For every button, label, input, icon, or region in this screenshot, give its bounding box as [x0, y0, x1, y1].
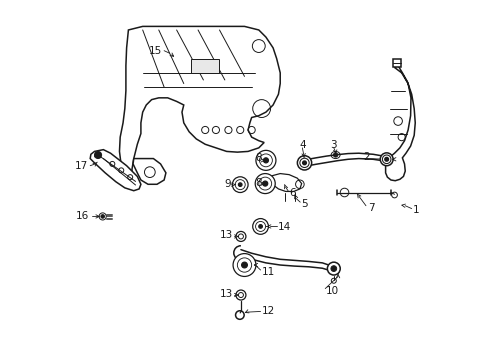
Text: 10: 10 — [325, 286, 338, 296]
Text: 12: 12 — [261, 306, 274, 316]
Circle shape — [326, 262, 340, 275]
Text: 8: 8 — [255, 153, 261, 163]
Text: 5: 5 — [301, 199, 307, 209]
Text: 3: 3 — [330, 140, 336, 150]
Circle shape — [255, 150, 275, 170]
Polygon shape — [269, 174, 301, 192]
Circle shape — [101, 215, 104, 218]
Text: 16: 16 — [76, 211, 89, 221]
Text: 15: 15 — [149, 46, 162, 56]
Text: 6: 6 — [288, 188, 295, 198]
Circle shape — [258, 225, 262, 228]
Circle shape — [99, 213, 106, 220]
Text: 13: 13 — [220, 289, 233, 299]
Text: 7: 7 — [367, 203, 374, 213]
Polygon shape — [90, 150, 141, 191]
Circle shape — [380, 153, 392, 166]
Polygon shape — [133, 158, 165, 184]
Circle shape — [233, 253, 255, 276]
Circle shape — [384, 157, 387, 161]
Text: 17: 17 — [75, 161, 88, 171]
Text: 9: 9 — [224, 179, 230, 189]
Circle shape — [241, 262, 247, 268]
Text: 2: 2 — [363, 152, 369, 162]
Text: 8: 8 — [255, 178, 261, 188]
Circle shape — [94, 152, 102, 158]
Circle shape — [235, 290, 245, 300]
Circle shape — [238, 183, 242, 186]
Text: 11: 11 — [261, 267, 274, 277]
Circle shape — [333, 153, 337, 157]
Polygon shape — [190, 59, 219, 73]
Circle shape — [263, 158, 268, 163]
Polygon shape — [119, 26, 280, 180]
Text: 13: 13 — [220, 230, 233, 240]
Circle shape — [297, 156, 311, 170]
Circle shape — [255, 174, 275, 194]
Circle shape — [235, 231, 245, 242]
Text: 14: 14 — [277, 222, 290, 232]
Text: 1: 1 — [412, 205, 419, 215]
Polygon shape — [385, 66, 414, 181]
Circle shape — [252, 219, 268, 234]
Circle shape — [302, 161, 305, 165]
Circle shape — [262, 181, 267, 186]
Circle shape — [232, 177, 247, 193]
Text: 4: 4 — [299, 140, 305, 150]
Polygon shape — [392, 59, 400, 67]
Circle shape — [330, 266, 336, 271]
